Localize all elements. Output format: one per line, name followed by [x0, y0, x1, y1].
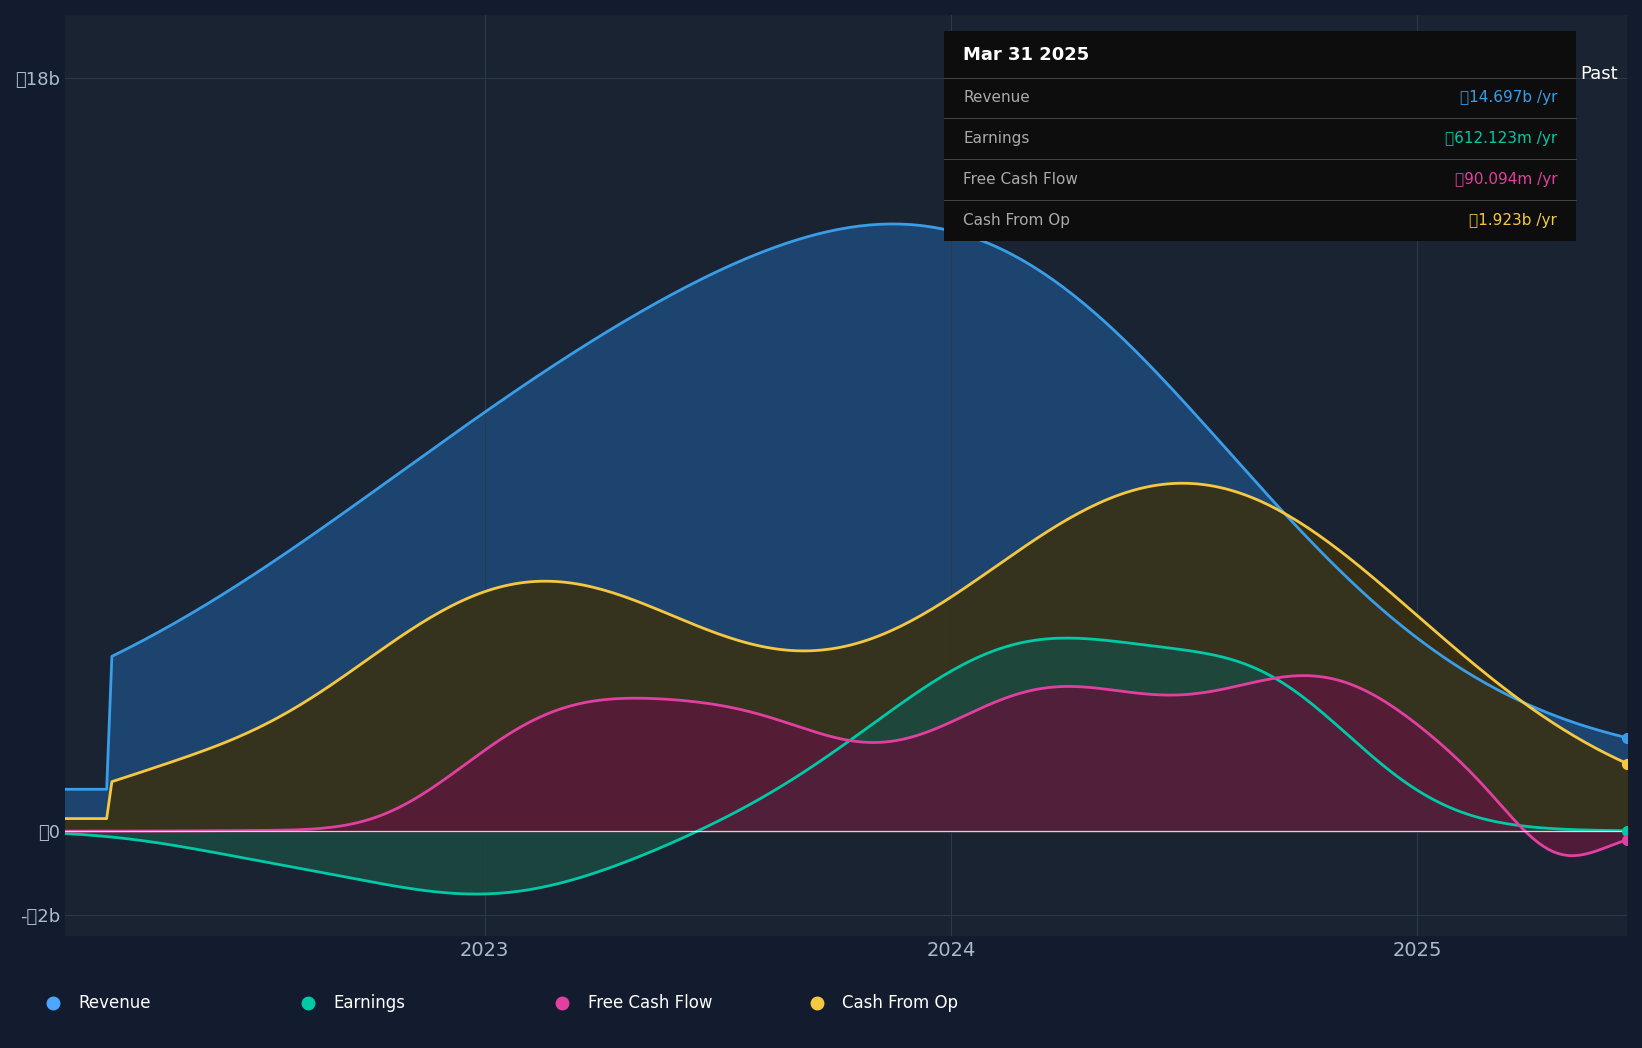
Text: Earnings: Earnings: [964, 131, 1030, 147]
Text: Free Cash Flow: Free Cash Flow: [588, 995, 713, 1012]
Text: ৳612.123m /yr: ৳612.123m /yr: [1445, 131, 1557, 147]
Text: Cash From Op: Cash From Op: [842, 995, 959, 1012]
Text: Revenue: Revenue: [79, 995, 151, 1012]
Text: Earnings: Earnings: [333, 995, 406, 1012]
Text: Mar 31 2025: Mar 31 2025: [964, 46, 1089, 64]
Text: Past: Past: [1580, 65, 1617, 83]
Text: ৳90.094m /yr: ৳90.094m /yr: [1455, 172, 1557, 188]
Text: Revenue: Revenue: [964, 90, 1030, 106]
Text: ৳14.697b /yr: ৳14.697b /yr: [1460, 90, 1557, 106]
Text: ৳1.923b /yr: ৳1.923b /yr: [1470, 213, 1557, 228]
Text: Cash From Op: Cash From Op: [964, 213, 1071, 228]
Text: Free Cash Flow: Free Cash Flow: [964, 172, 1079, 188]
